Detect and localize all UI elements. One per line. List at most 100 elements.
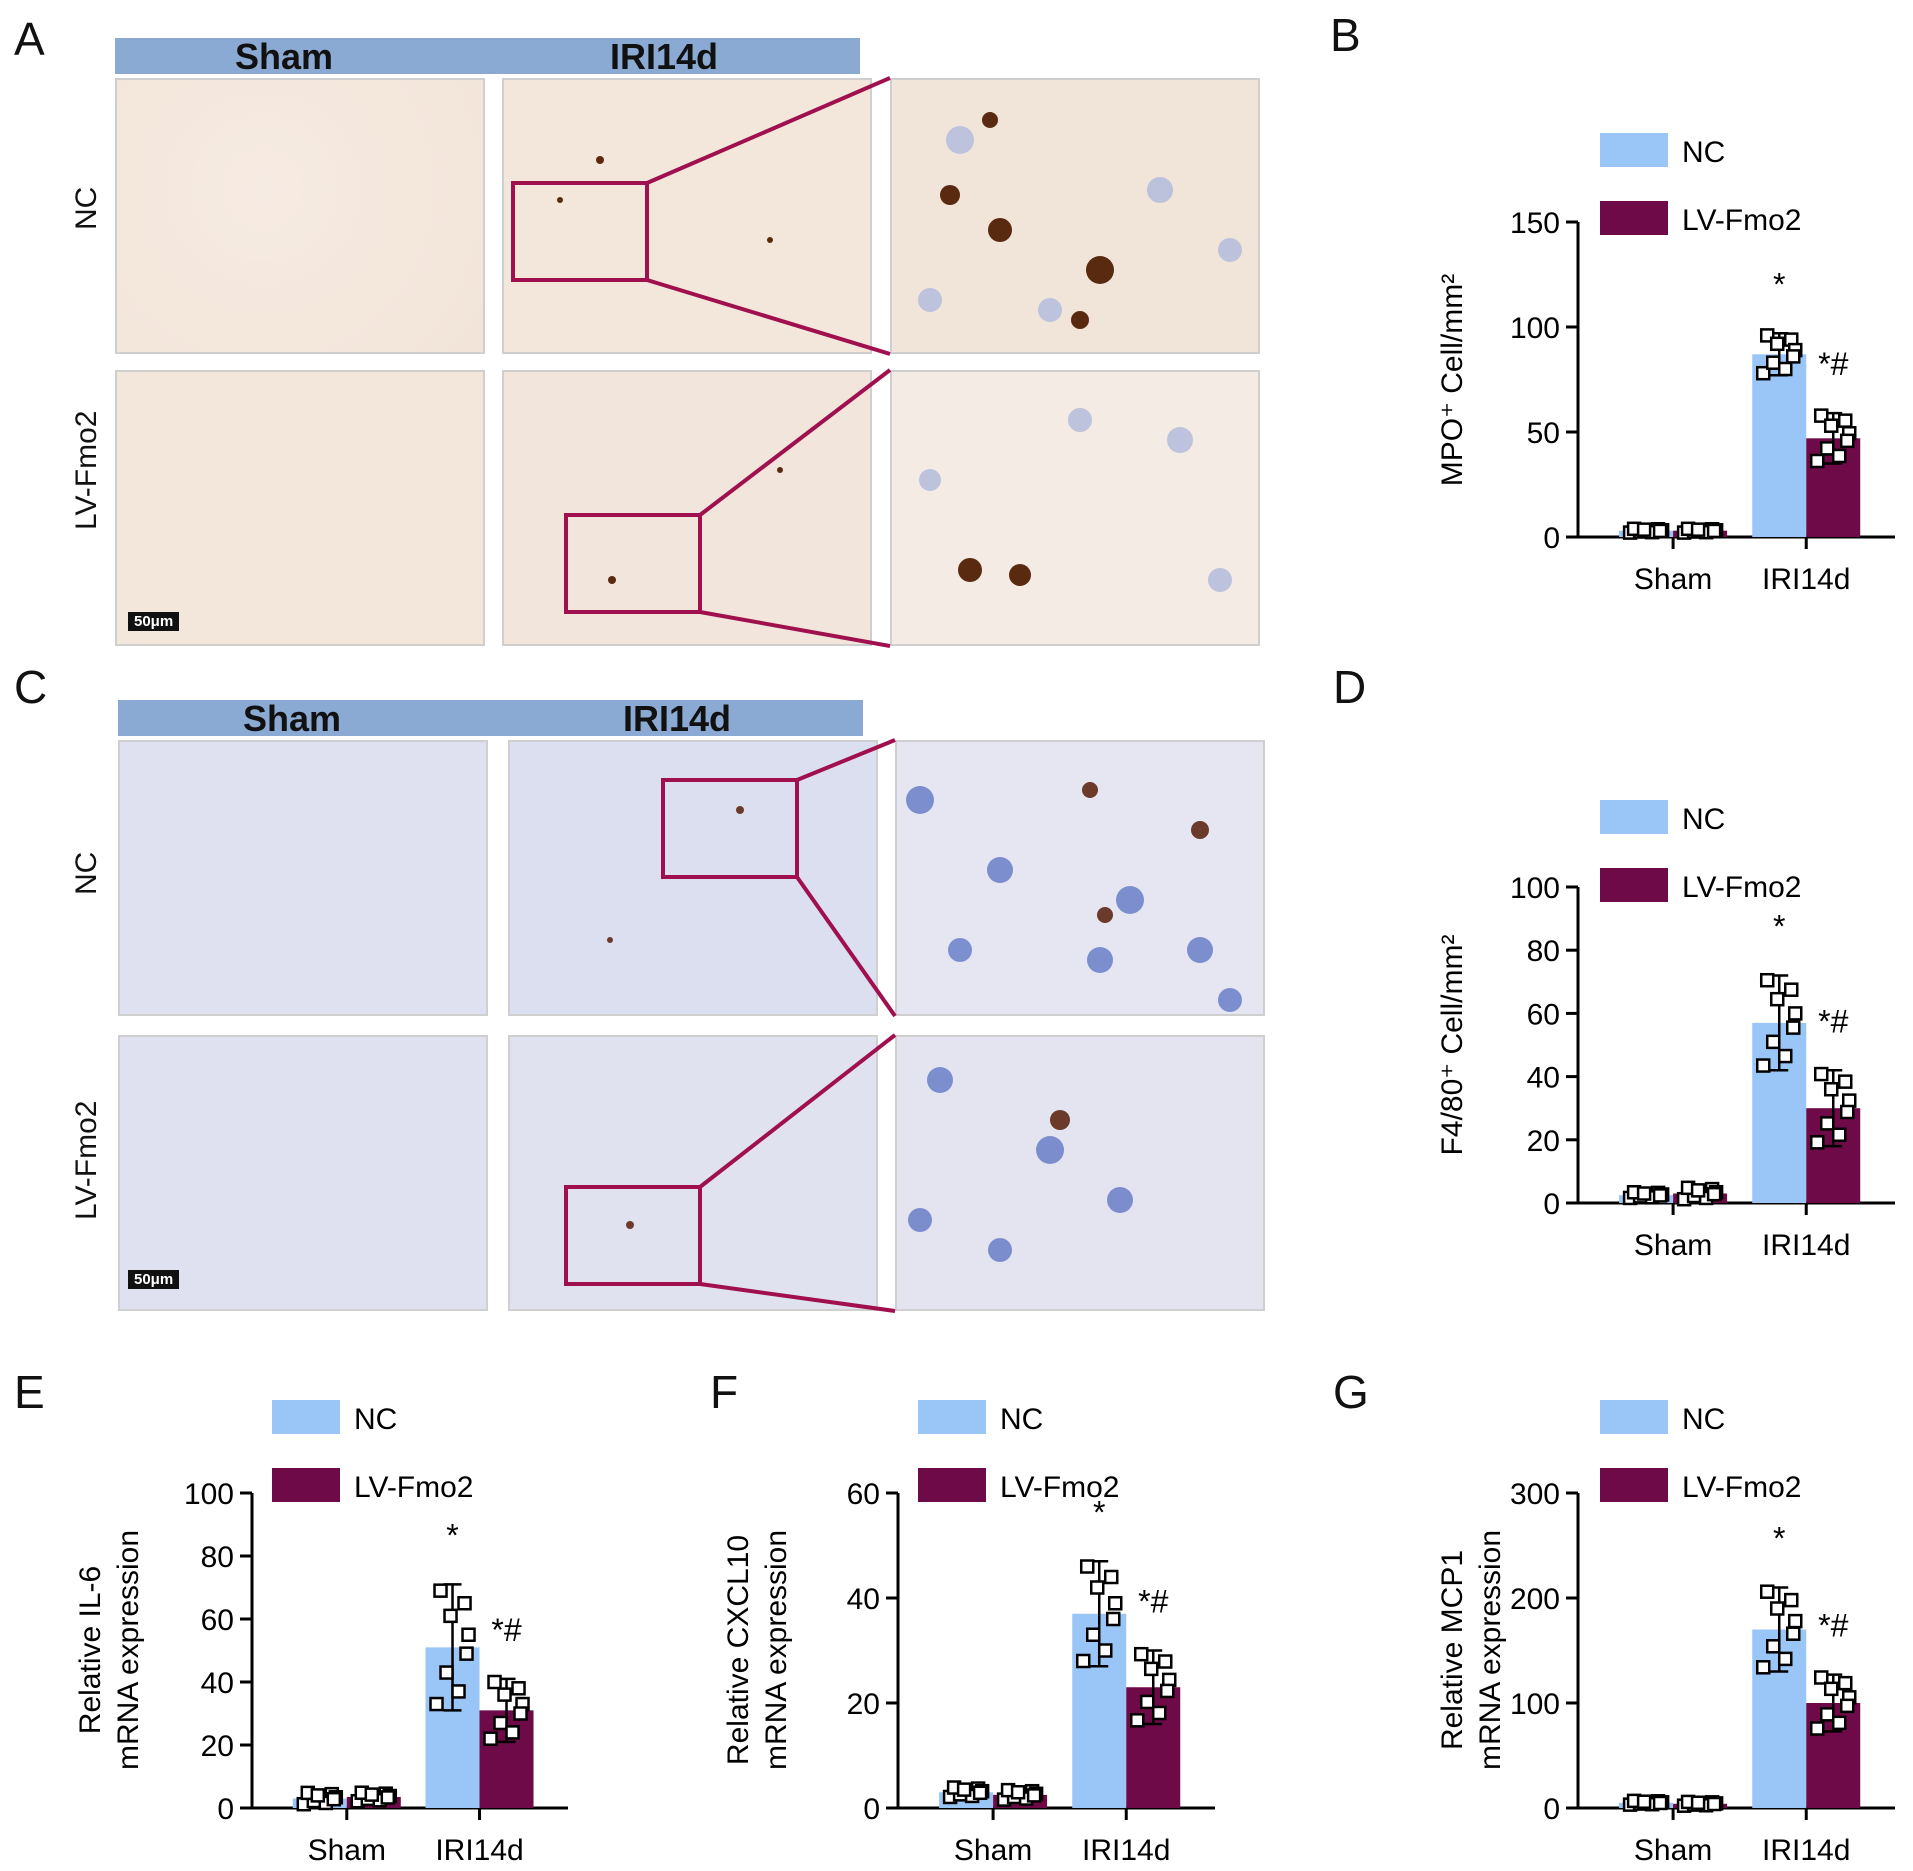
data-point [1823, 1681, 1839, 1697]
data-point [511, 1681, 526, 1696]
y-axis-label: Relative CXCL10 [722, 1535, 755, 1765]
data-point [1777, 1651, 1793, 1667]
zoom-callout-a [511, 76, 1242, 648]
legend-swatch [918, 1468, 986, 1502]
data-point [1079, 1559, 1095, 1574]
data-point [1765, 1639, 1781, 1654]
y-tick-label: 20 [1527, 1125, 1560, 1158]
header-sham: Sham [243, 698, 342, 739]
data-point [1839, 1104, 1855, 1120]
data-point [1839, 433, 1855, 449]
micrograph-zoom-iri-lv [895, 1035, 1265, 1311]
micrograph-sham-lv [118, 1035, 488, 1311]
data-point [1839, 1698, 1855, 1714]
data-point [497, 1687, 512, 1702]
significance-mark: * [1093, 1494, 1105, 1530]
data-point [1813, 1066, 1829, 1082]
data-point [1143, 1661, 1159, 1677]
data-point [1819, 1116, 1835, 1131]
data-point [433, 1583, 448, 1598]
data-point [1075, 1653, 1091, 1669]
legend-swatch [1600, 800, 1668, 834]
panel-label-b: B [1330, 9, 1361, 61]
panel-label-g: G [1333, 1366, 1369, 1418]
data-point [956, 1782, 972, 1797]
micrograph-sham-lv [115, 370, 485, 646]
data-point [483, 1731, 498, 1746]
y-tick-label: 100 [1510, 1688, 1560, 1721]
data-point [1107, 1596, 1123, 1611]
data-point [1831, 1715, 1847, 1731]
legend-swatch [272, 1400, 340, 1434]
zoom-box-lv [564, 513, 702, 614]
y-axis-label: Relative MCP1 [1436, 1550, 1469, 1750]
data-point [1823, 1081, 1839, 1097]
data-point [310, 1788, 326, 1803]
data-point [1636, 1794, 1652, 1809]
y-tick-label: 0 [1543, 522, 1560, 555]
data-point [487, 1674, 502, 1690]
x-tick-label: IRI14d [1762, 563, 1850, 596]
data-point [1706, 1186, 1722, 1202]
legend-swatch [1600, 1468, 1668, 1502]
x-tick-label: IRI14d [1762, 1834, 1850, 1867]
data-point [1129, 1713, 1145, 1728]
data-point [1652, 1188, 1668, 1203]
legend-swatch [918, 1400, 986, 1434]
significance-mark: * [1773, 1521, 1785, 1557]
x-tick-label: IRI14d [1082, 1834, 1170, 1867]
data-point [457, 1596, 472, 1611]
significance-mark: * [1773, 908, 1785, 944]
data-point [1139, 1694, 1155, 1710]
y-axis-label: mRNA expression [112, 1530, 145, 1770]
data-point [1783, 982, 1799, 997]
x-tick-label: Sham [1634, 1229, 1712, 1262]
y-tick-label: 0 [1543, 1188, 1560, 1221]
significance-mark: *# [1818, 1003, 1848, 1039]
micrograph-sham-nc [118, 740, 488, 1016]
data-point [461, 1627, 476, 1642]
significance-mark: *# [1138, 1584, 1168, 1620]
y-tick-label: 80 [201, 1541, 234, 1574]
x-tick-label: IRI14d [435, 1834, 523, 1867]
bar [1752, 354, 1807, 537]
data-point [1837, 1074, 1853, 1089]
y-tick-label: 40 [1527, 1062, 1560, 1095]
micrograph-zoom-iri-nc [895, 740, 1265, 1016]
legend-label: LV-Fmo2 [1000, 1471, 1120, 1504]
micrograph-iri-lv [508, 1035, 878, 1311]
data-point [1819, 1707, 1835, 1722]
data-point [513, 1706, 528, 1721]
zoom-box-nc [511, 181, 649, 282]
y-tick-label: 40 [201, 1667, 234, 1700]
data-point [1819, 441, 1835, 456]
significance-mark: *# [1818, 1608, 1848, 1644]
data-point [1785, 1626, 1801, 1641]
data-point [1755, 365, 1771, 381]
data-point [1837, 1675, 1853, 1691]
legend-swatch [1600, 868, 1668, 902]
data-point [1652, 523, 1668, 539]
y-tick-label: 20 [201, 1730, 234, 1763]
legend-swatch [1600, 133, 1668, 167]
legend-label: NC [1682, 136, 1725, 169]
data-point [1809, 1721, 1825, 1736]
legend-label: LV-Fmo2 [1682, 204, 1802, 237]
data-point [1783, 1592, 1799, 1608]
zoom-box-nc [661, 778, 799, 879]
data-point [1787, 1613, 1803, 1629]
zoom-callout-c [564, 738, 1242, 1313]
legend-label: NC [1682, 1403, 1725, 1436]
scale-bar: 50μm [128, 1270, 180, 1289]
legend-label: NC [354, 1403, 397, 1436]
data-point [1755, 1058, 1771, 1073]
y-tick-label: 150 [1510, 207, 1560, 240]
data-point [972, 1785, 988, 1801]
data-point [326, 1791, 342, 1807]
significance-mark: * [446, 1517, 458, 1553]
y-tick-label: 100 [1510, 312, 1560, 345]
x-tick-label: Sham [1634, 563, 1712, 596]
